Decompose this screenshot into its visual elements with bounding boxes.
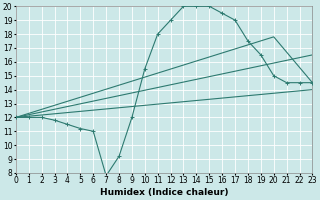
X-axis label: Humidex (Indice chaleur): Humidex (Indice chaleur) (100, 188, 228, 197)
